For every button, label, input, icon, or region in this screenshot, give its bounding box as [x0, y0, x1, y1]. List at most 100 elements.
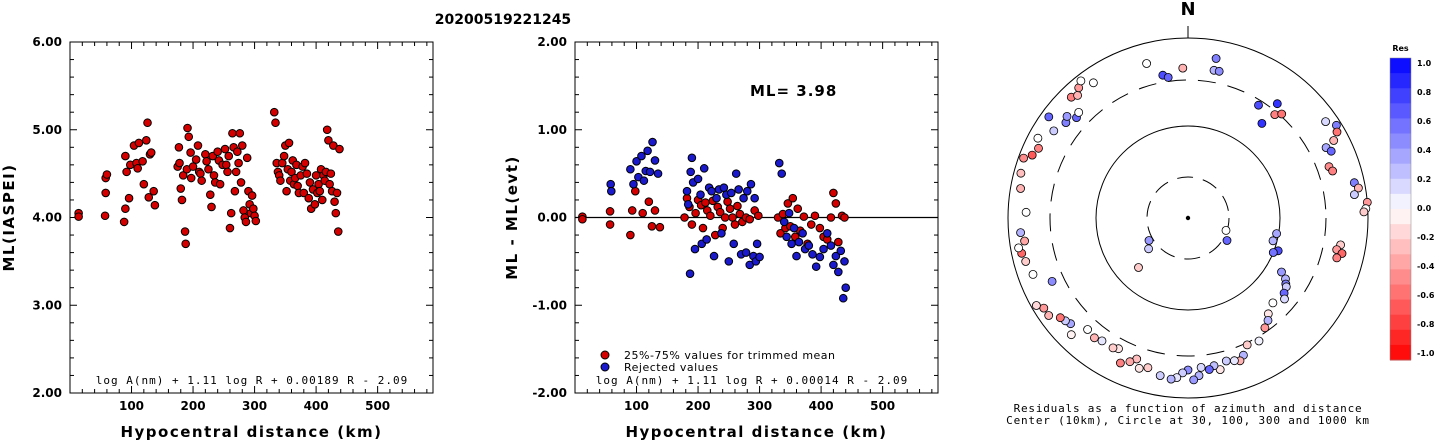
plot1-point — [202, 157, 211, 166]
plot2-point — [728, 213, 737, 222]
plot1-point — [287, 167, 296, 177]
colorbar-title: Res — [1392, 44, 1409, 53]
plot1-point — [249, 204, 258, 214]
station-residual-point — [1044, 112, 1054, 122]
plot2-point — [804, 241, 814, 250]
plot1-point — [213, 147, 222, 156]
colorbar-tick-label: 0.6 — [1417, 117, 1432, 126]
plot2-point — [834, 237, 843, 247]
station-residual-point — [1263, 315, 1273, 325]
station-residual-point — [1016, 184, 1025, 193]
plot2-point — [690, 244, 700, 254]
plot1-point — [310, 200, 320, 209]
plot1-point — [317, 195, 327, 205]
station-residual-point — [1196, 362, 1206, 372]
plot1-point — [225, 223, 235, 233]
station-residual-point — [1257, 119, 1267, 128]
residual-colorbar: Res 1.0 0.8 0.6 0.4 0.2 0.0 -0.2 -0.4 -0.6 -0.8 -1.… — [1389, 44, 1435, 361]
station-residual-point — [1254, 100, 1263, 110]
station-residual-point — [1073, 91, 1082, 100]
polar-caption-line2: Center (10km), Circle at 30, 100, 300 an… — [1006, 414, 1370, 427]
plot2-point — [834, 267, 843, 277]
plot1-point — [300, 158, 310, 168]
station-residual-point — [1066, 330, 1076, 340]
station-residual-point — [1034, 143, 1043, 153]
plot2-point — [650, 156, 660, 165]
plot1-point — [175, 158, 184, 168]
plot1-point — [282, 186, 291, 196]
plot1-y-axis-label: ML(IASPEI) — [0, 163, 18, 271]
plot2-point — [685, 269, 695, 278]
plot2-point — [725, 204, 735, 214]
station-residual-point — [1144, 244, 1153, 254]
plot1-point — [233, 147, 242, 156]
station-residual-point — [1027, 150, 1037, 160]
station-residual-point — [1178, 63, 1188, 73]
plot1-y-tick-label: 5.00 — [32, 123, 62, 137]
plot2-point — [826, 213, 836, 222]
plot1-point — [146, 148, 156, 157]
station-residual-point — [1108, 343, 1118, 353]
plot1-point — [205, 190, 215, 199]
plot2-point — [777, 169, 787, 178]
station-residual-point — [1155, 371, 1165, 381]
station-residual-point — [1328, 166, 1337, 176]
colorbar-tick-label: 0.8 — [1417, 88, 1432, 97]
plot1-point — [230, 186, 240, 196]
colorbar-swatch — [1390, 254, 1411, 270]
colorbar-swatch — [1390, 329, 1411, 346]
plot2-point — [707, 186, 716, 196]
plot2-point — [831, 251, 841, 261]
plot1-x-tick-label: 200 — [181, 399, 206, 413]
station-residual-point — [1321, 117, 1330, 126]
ml-value-label: ML= 3.98 — [750, 82, 837, 100]
station-residual-point — [1116, 358, 1125, 368]
station-residual-point — [1044, 311, 1054, 320]
legend-rejected-label: Rejected values — [624, 361, 719, 374]
plot2-point — [774, 158, 784, 168]
plot1-point — [326, 169, 336, 178]
plot2-point — [782, 232, 791, 242]
plot2-y-tick-label: -2.00 — [532, 386, 567, 400]
plot1-y-tick-label: 4.00 — [32, 211, 62, 225]
plot1-point — [122, 167, 131, 177]
plot1-point — [176, 184, 186, 193]
plot2-x-tick-label: 500 — [870, 399, 895, 413]
station-residual-point — [1016, 228, 1025, 238]
plot2-point — [810, 211, 820, 221]
plot2-point — [731, 169, 741, 178]
colorbar-tick-label: -1.0 — [1417, 349, 1435, 358]
plot1-point — [237, 141, 247, 150]
plot1-point — [276, 176, 285, 185]
station-residual-point — [1032, 301, 1041, 310]
station-residual-point — [1062, 112, 1072, 121]
plot2-point — [789, 223, 799, 233]
station-residual-point — [1268, 298, 1278, 308]
plot2-point — [755, 252, 764, 262]
plot1-point — [138, 157, 147, 166]
plot2-x-tick-label: 200 — [686, 399, 711, 413]
plot2-point — [626, 230, 635, 240]
station-residual-point — [1033, 133, 1043, 143]
plot1-point — [141, 135, 151, 145]
station-residual-point — [1268, 236, 1278, 246]
ring-100km — [1095, 125, 1281, 311]
ring-30km — [1146, 176, 1230, 260]
plot2-point — [741, 248, 751, 257]
station-residual-point — [1277, 267, 1286, 277]
plot1-point — [121, 151, 130, 161]
plot2-point — [653, 169, 663, 178]
station-residual-point — [1090, 333, 1099, 343]
plot2-point — [754, 211, 763, 221]
station-residual-point — [1326, 146, 1336, 156]
plot1-point — [124, 193, 134, 203]
station-residual-point — [1230, 356, 1239, 366]
plot2-point — [783, 199, 793, 208]
plot1-point — [119, 217, 129, 227]
station-residual-point — [1272, 99, 1282, 109]
plot2-y-tick-label: 0.00 — [537, 211, 567, 225]
plot1-point — [143, 118, 152, 128]
plot1-point — [335, 144, 344, 154]
plot1-point — [277, 158, 287, 168]
